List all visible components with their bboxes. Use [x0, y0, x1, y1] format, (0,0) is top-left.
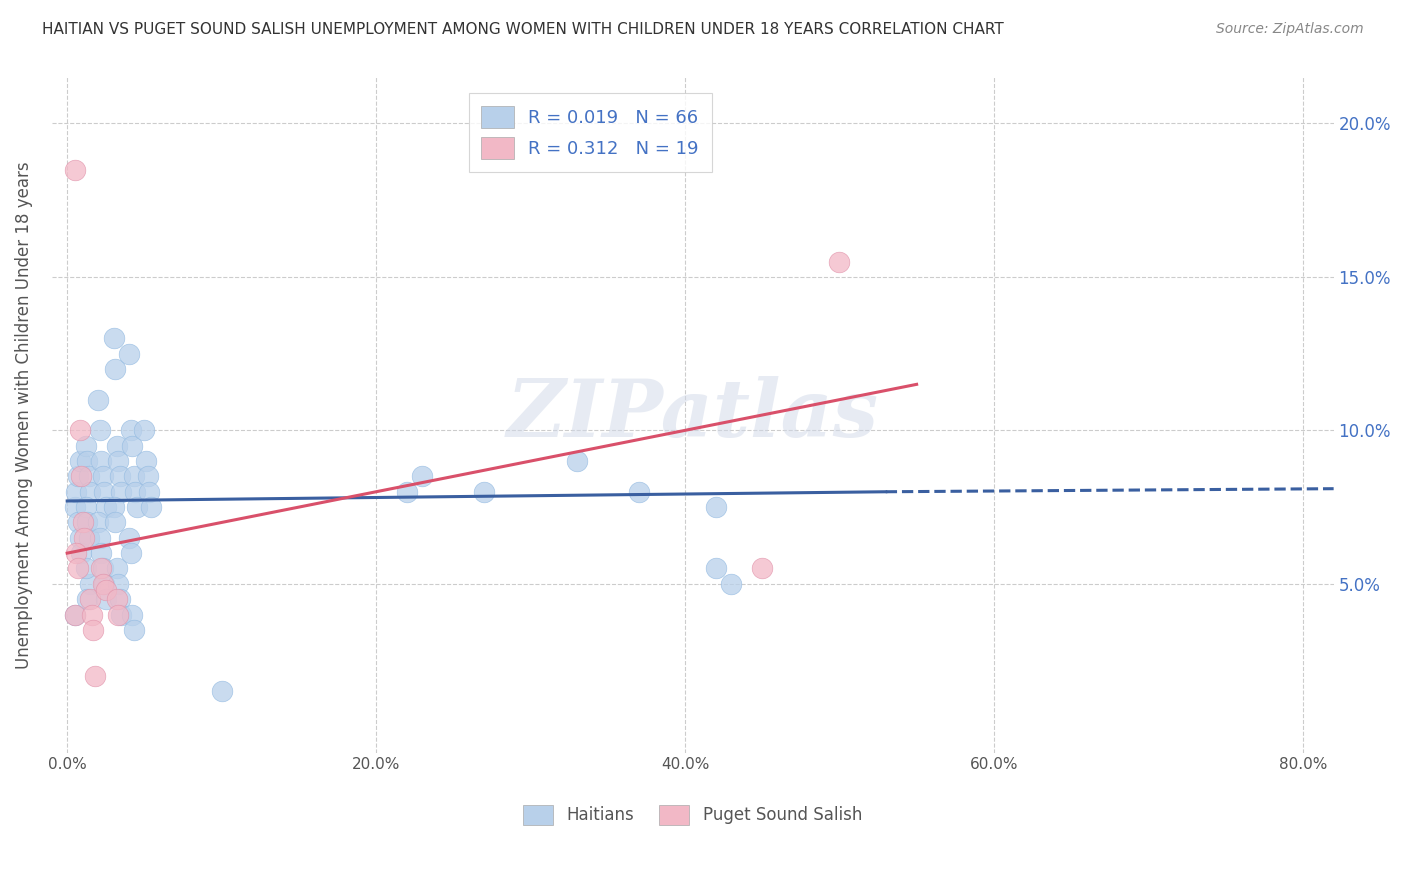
Point: [91, 469, 114, 483]
Point: [76, 516, 98, 530]
Point: [63, 607, 86, 622]
Point: [211, 684, 233, 698]
Point: [105, 561, 128, 575]
Point: [79, 577, 101, 591]
Point: [135, 454, 157, 468]
Point: [63, 162, 86, 177]
Point: [90, 454, 112, 468]
Point: [66, 516, 89, 530]
Point: [720, 577, 742, 591]
Point: [105, 439, 128, 453]
Point: [72, 516, 94, 530]
Point: [73, 531, 96, 545]
Point: [94, 500, 117, 515]
Point: [565, 454, 588, 468]
Point: [120, 423, 142, 437]
Point: [118, 346, 141, 360]
Point: [66, 469, 89, 483]
Point: [122, 623, 145, 637]
Point: [120, 546, 142, 560]
Point: [125, 500, 148, 515]
Point: [118, 531, 141, 545]
Point: [65, 484, 87, 499]
Point: [139, 500, 162, 515]
Point: [90, 561, 112, 575]
Point: [121, 607, 143, 622]
Point: [108, 469, 131, 483]
Point: [94, 582, 117, 597]
Legend: Haitians, Puget Sound Salish: Haitians, Puget Sound Salish: [516, 798, 869, 831]
Text: HAITIAN VS PUGET SOUND SALISH UNEMPLOYMENT AMONG WOMEN WITH CHILDREN UNDER 18 YE: HAITIAN VS PUGET SOUND SALISH UNEMPLOYME…: [42, 22, 1004, 37]
Point: [90, 546, 112, 560]
Point: [79, 484, 101, 499]
Point: [93, 577, 115, 591]
Point: [76, 592, 98, 607]
Point: [105, 592, 128, 607]
Point: [107, 607, 129, 622]
Point: [70, 469, 93, 483]
Point: [136, 469, 159, 483]
Point: [110, 484, 132, 499]
Point: [110, 607, 132, 622]
Point: [103, 500, 125, 515]
Point: [108, 592, 131, 607]
Point: [80, 607, 103, 622]
Point: [107, 577, 129, 591]
Point: [87, 516, 110, 530]
Point: [87, 392, 110, 407]
Point: [77, 469, 100, 483]
Point: [104, 516, 127, 530]
Point: [395, 484, 418, 499]
Point: [704, 500, 727, 515]
Text: Source: ZipAtlas.com: Source: ZipAtlas.com: [1216, 22, 1364, 37]
Point: [65, 546, 87, 560]
Point: [121, 439, 143, 453]
Point: [76, 454, 98, 468]
Point: [91, 561, 114, 575]
Point: [134, 423, 156, 437]
Point: [77, 531, 100, 545]
Y-axis label: Unemployment Among Women with Children Under 18 years: Unemployment Among Women with Children U…: [15, 161, 32, 669]
Text: ZIPatlas: ZIPatlas: [506, 376, 879, 454]
Point: [124, 484, 146, 499]
Point: [138, 484, 160, 499]
Point: [82, 623, 104, 637]
Point: [104, 362, 127, 376]
Point: [91, 577, 114, 591]
Point: [828, 254, 851, 268]
Point: [69, 423, 91, 437]
Point: [94, 592, 117, 607]
Point: [66, 561, 89, 575]
Point: [93, 484, 115, 499]
Point: [84, 669, 107, 683]
Point: [63, 607, 86, 622]
Point: [63, 500, 86, 515]
Point: [411, 469, 433, 483]
Point: [75, 439, 97, 453]
Point: [107, 454, 129, 468]
Point: [89, 423, 111, 437]
Point: [627, 484, 650, 499]
Point: [75, 500, 97, 515]
Point: [69, 454, 91, 468]
Point: [75, 561, 97, 575]
Point: [69, 531, 91, 545]
Point: [472, 484, 495, 499]
Point: [89, 531, 111, 545]
Point: [122, 469, 145, 483]
Point: [704, 561, 727, 575]
Point: [103, 331, 125, 345]
Point: [751, 561, 773, 575]
Point: [70, 546, 93, 560]
Point: [79, 592, 101, 607]
